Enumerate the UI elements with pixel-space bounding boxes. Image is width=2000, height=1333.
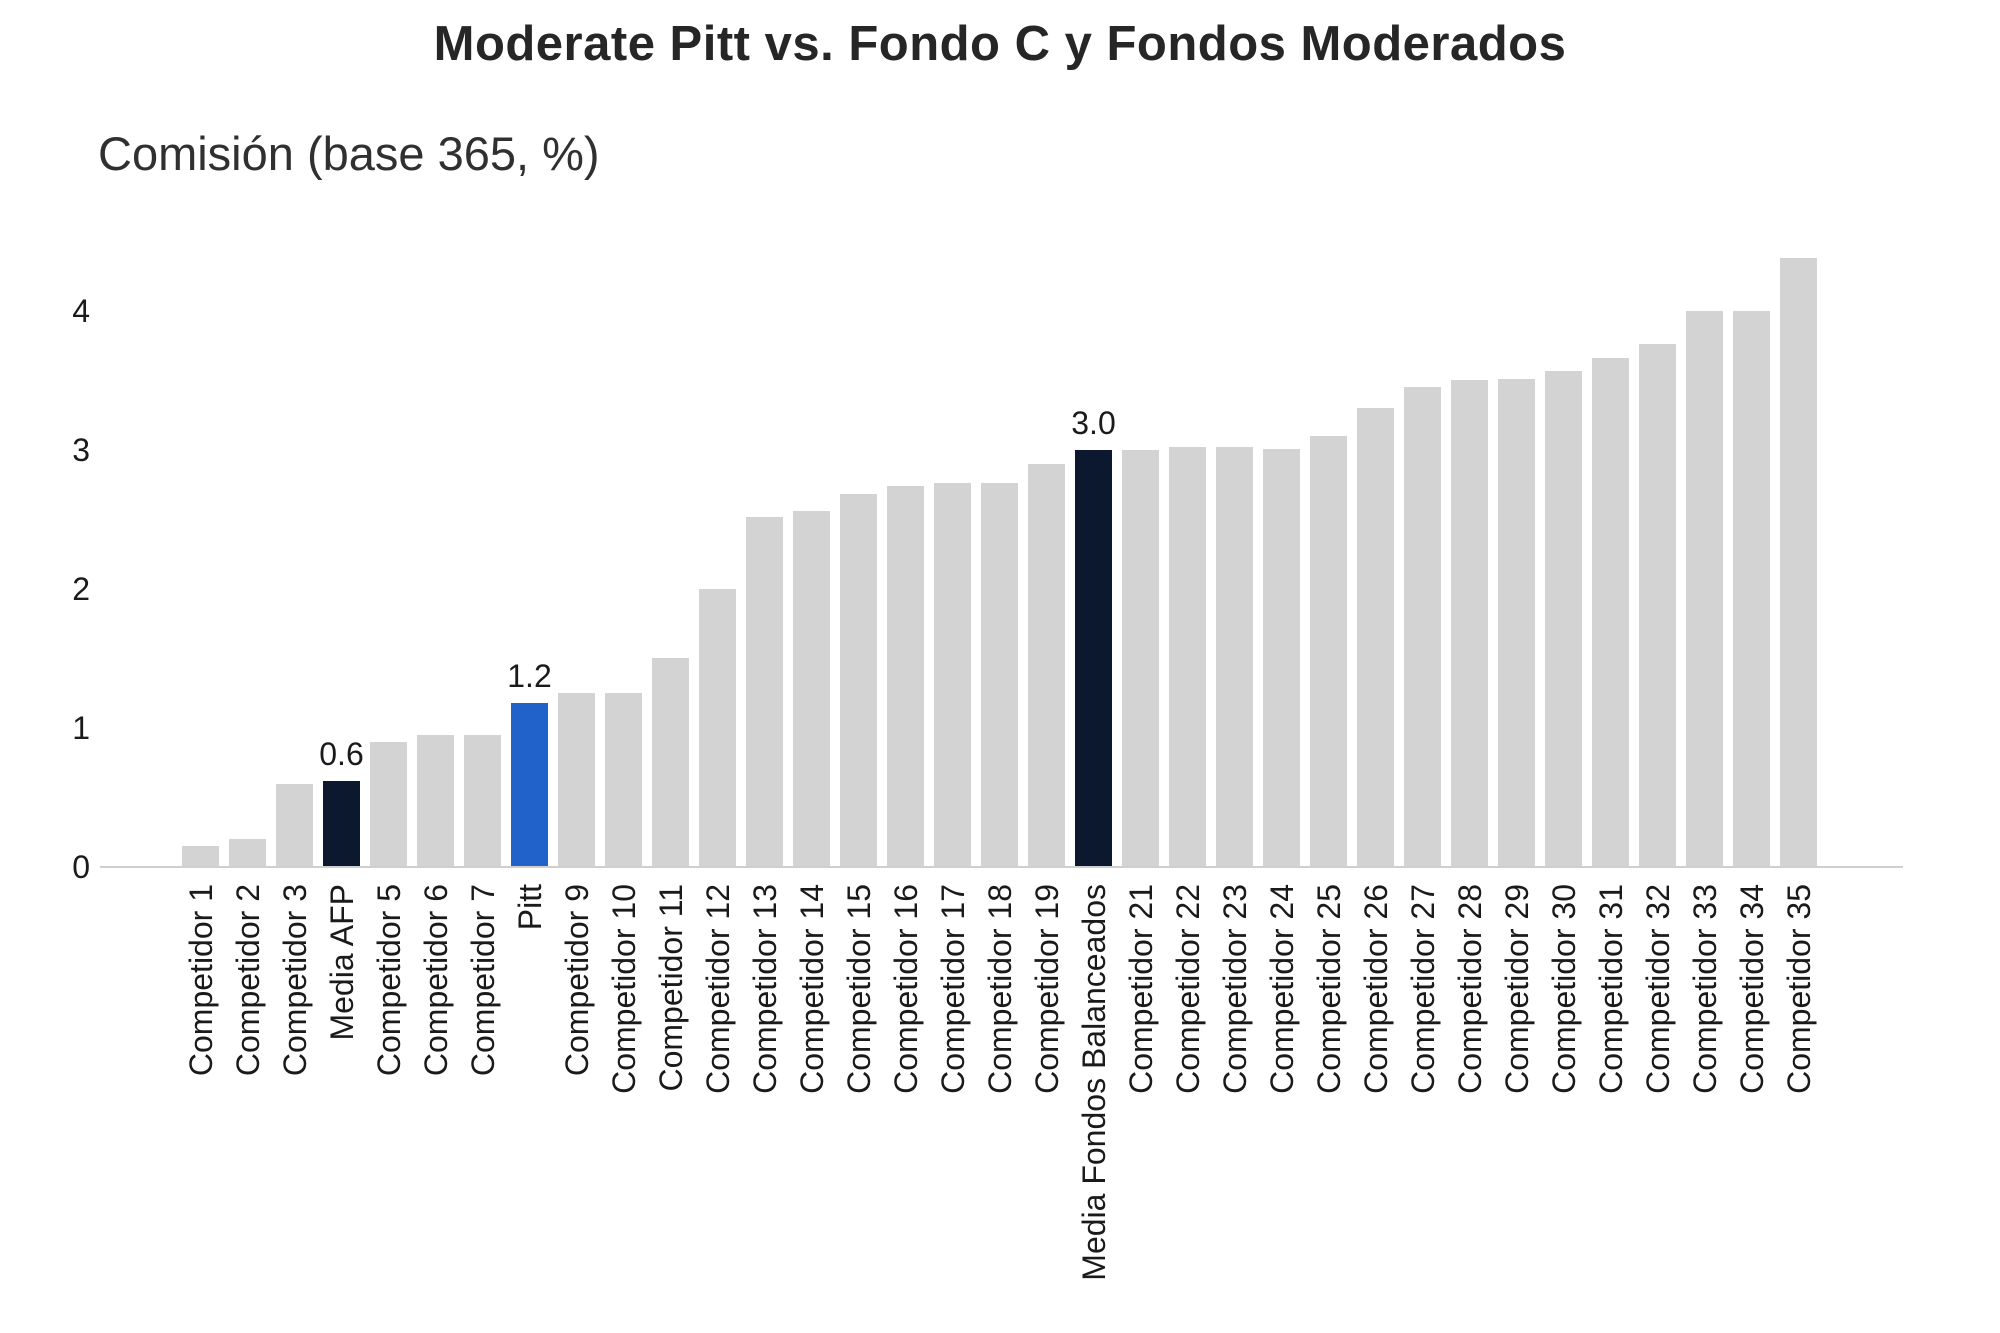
bar-competidor-3: [276, 784, 313, 867]
x-tick-label-competidor-35: Competidor 35: [1780, 884, 1817, 1094]
x-tick-label-competidor-26: Competidor 26: [1357, 884, 1394, 1094]
bar-media-fondos-balanceados: [1075, 450, 1112, 867]
bar-competidor-31: [1592, 358, 1629, 867]
x-tick-label-competidor-13: Competidor 13: [746, 884, 783, 1094]
x-tick-label-pitt: Pitt: [511, 884, 548, 931]
bar-competidor-2: [229, 839, 266, 867]
bar-competidor-6: [417, 735, 454, 867]
x-tick-label-competidor-31: Competidor 31: [1592, 884, 1629, 1094]
bar-competidor-5: [370, 742, 407, 867]
bar-competidor-29: [1498, 379, 1535, 867]
x-tick-label-competidor-2: Competidor 2: [229, 884, 266, 1077]
chart-title: Moderate Pitt vs. Fondo C y Fondos Moder…: [433, 17, 1567, 71]
x-tick-label-competidor-16: Competidor 16: [887, 884, 924, 1094]
x-tick-label-competidor-30: Competidor 30: [1545, 884, 1582, 1094]
x-tick-label-competidor-11: Competidor 11: [652, 884, 689, 1092]
bar-value-label-pitt: 1.2: [507, 658, 552, 694]
x-tick-label-competidor-9: Competidor 9: [558, 884, 595, 1077]
bar-competidor-25: [1310, 436, 1347, 867]
y-tick-label-0: 0: [72, 849, 90, 885]
x-tick-label-competidor-27: Competidor 27: [1404, 884, 1441, 1094]
bar-competidor-18: [981, 483, 1018, 867]
bar-competidor-9: [558, 693, 595, 867]
x-tick-label-competidor-34: Competidor 34: [1733, 884, 1770, 1094]
x-tick-label-competidor-28: Competidor 28: [1451, 884, 1488, 1094]
x-tick-label-competidor-7: Competidor 7: [464, 884, 501, 1077]
x-tick-label-competidor-24: Competidor 24: [1263, 884, 1300, 1094]
bar-competidor-26: [1357, 408, 1394, 867]
y-tick-label-4: 4: [72, 293, 90, 329]
bar-media-afp: [323, 781, 360, 867]
y-tick-label-3: 3: [72, 432, 90, 468]
bar-competidor-28: [1451, 380, 1488, 867]
bar-value-label-media-afp: 0.6: [319, 736, 364, 772]
chart-subtitle: Comisión (base 365, %): [98, 127, 600, 180]
bar-competidor-12: [699, 589, 736, 867]
bar-competidor-1: [182, 846, 219, 867]
bar-competidor-22: [1169, 447, 1206, 867]
bar-competidor-30: [1545, 371, 1582, 867]
x-tick-label-competidor-17: Competidor 17: [934, 884, 971, 1094]
x-tick-label-competidor-29: Competidor 29: [1498, 884, 1535, 1094]
bar-pitt: [511, 703, 548, 867]
x-tick-label-media-afp: Media AFP: [323, 884, 360, 1041]
x-tick-label-competidor-12: Competidor 12: [699, 884, 736, 1094]
x-tick-label-competidor-5: Competidor 5: [370, 884, 407, 1077]
x-tick-label-competidor-15: Competidor 15: [840, 884, 877, 1094]
bar-competidor-32: [1639, 344, 1676, 867]
bar-competidor-13: [746, 517, 783, 867]
bar-competidor-23: [1216, 447, 1253, 867]
x-tick-label-competidor-33: Competidor 33: [1686, 884, 1723, 1094]
x-tick-label-media-fondos-balanceados: Media Fondos Balanceados: [1075, 884, 1112, 1281]
x-tick-label-competidor-10: Competidor 10: [605, 884, 642, 1094]
x-tick-label-competidor-14: Competidor 14: [793, 884, 830, 1094]
bar-competidor-10: [605, 693, 642, 867]
x-tick-label-competidor-21: Competidor 21: [1122, 884, 1159, 1094]
bar-competidor-14: [793, 511, 830, 867]
x-tick-label-competidor-3: Competidor 3: [276, 884, 313, 1077]
bar-value-label-media-fondos-balanceados: 3.0: [1071, 405, 1116, 441]
bar-competidor-16: [887, 486, 924, 867]
bar-competidor-15: [840, 494, 877, 867]
bar-competidor-19: [1028, 464, 1065, 867]
bar-competidor-7: [464, 735, 501, 867]
bar-competidor-24: [1263, 449, 1300, 867]
x-tick-label-competidor-23: Competidor 23: [1216, 884, 1253, 1094]
x-tick-label-competidor-1: Competidor 1: [182, 884, 219, 1077]
x-tick-label-competidor-32: Competidor 32: [1639, 884, 1676, 1094]
bar-competidor-35: [1780, 258, 1817, 867]
x-tick-label-competidor-6: Competidor 6: [417, 884, 454, 1077]
bar-competidor-11: [652, 658, 689, 867]
bar-competidor-17: [934, 483, 971, 867]
bar-competidor-21: [1122, 450, 1159, 867]
x-axis-line: [100, 866, 1903, 868]
x-tick-label-competidor-19: Competidor 19: [1028, 884, 1065, 1094]
y-tick-label-1: 1: [72, 710, 90, 746]
x-tick-label-competidor-22: Competidor 22: [1169, 884, 1206, 1094]
x-tick-label-competidor-18: Competidor 18: [981, 884, 1018, 1094]
bar-competidor-27: [1404, 387, 1441, 867]
bar-competidor-33: [1686, 311, 1723, 867]
x-tick-label-competidor-25: Competidor 25: [1310, 884, 1347, 1094]
bar-competidor-34: [1733, 311, 1770, 867]
y-tick-label-2: 2: [72, 571, 90, 607]
